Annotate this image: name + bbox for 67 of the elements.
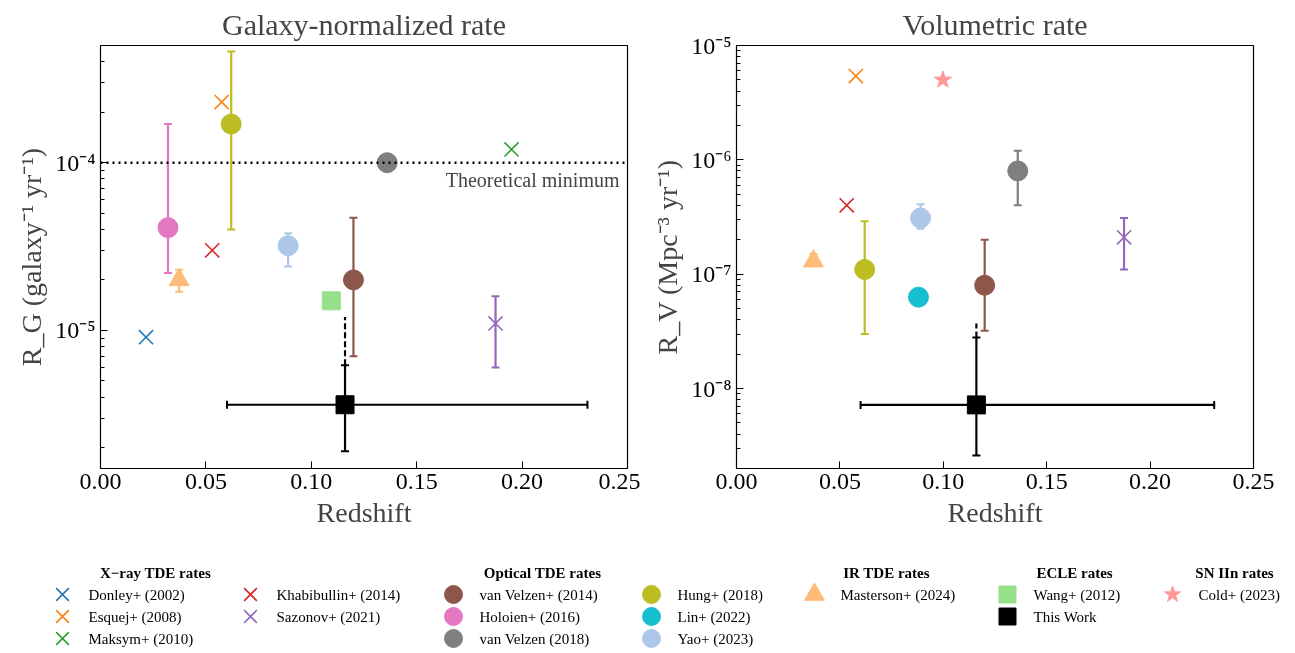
text: X−ray TDE rates xyxy=(99,564,211,581)
y-axis-title: R_G (galaxy⁻¹ yr⁻¹) xyxy=(16,147,48,367)
point xyxy=(487,315,504,332)
legend-label: van Velzen (2018) xyxy=(479,630,590,648)
point xyxy=(907,286,929,308)
point xyxy=(335,395,355,415)
point xyxy=(838,197,855,214)
x-tick-label: 0.00 xyxy=(715,467,758,494)
point xyxy=(157,217,179,239)
x-tick-label: 0.05 xyxy=(184,467,227,494)
legend-label: This Work xyxy=(1033,608,1098,625)
chart-title: Galaxy-normalized rate xyxy=(221,7,507,41)
point xyxy=(854,259,876,280)
legend-label: Yao+ (2023) xyxy=(677,630,754,648)
x-tick-label: 0.20 xyxy=(501,467,544,494)
point xyxy=(974,274,996,296)
x-tick-label: 0.10 xyxy=(290,467,333,494)
point xyxy=(342,269,364,291)
point xyxy=(1007,160,1029,182)
legend-label: Wang+ (2012) xyxy=(1033,586,1121,604)
legend-label: Esquej+ (2008) xyxy=(88,608,182,626)
point xyxy=(966,395,986,415)
point xyxy=(138,329,154,346)
legend-label: Khabibullin+ (2014) xyxy=(276,586,401,604)
x-axis-title: Redshift xyxy=(947,496,1043,528)
y-tick-label: 10⁻⁷ xyxy=(691,261,732,288)
point xyxy=(1116,229,1132,246)
point xyxy=(204,242,221,259)
legend-label: Maksym+ (2010) xyxy=(88,630,194,648)
legend-label: Holoien+ (2016) xyxy=(479,608,581,626)
legend-label: Hung+ (2018) xyxy=(677,586,764,604)
x-tick-label: 0.00 xyxy=(79,467,122,494)
chart-title: Volumetric rate xyxy=(902,7,1088,41)
point xyxy=(910,207,932,229)
y-tick-label: 10⁻⁴ xyxy=(55,149,96,176)
x-tick-label: 0.05 xyxy=(818,467,861,494)
text: IR TDE rates xyxy=(843,564,930,581)
text: Optical TDE rates xyxy=(483,564,602,581)
legend-label: Donley+ (2002) xyxy=(88,586,185,604)
x-tick-label: 0.25 xyxy=(598,467,641,494)
point xyxy=(847,68,864,84)
legend-label: van Velzen+ (2014) xyxy=(479,586,598,604)
y-axis-title: R_V (Mpc⁻³ yr⁻¹) xyxy=(652,160,684,355)
legend-label: Sazonov+ (2021) xyxy=(276,608,381,626)
x-tick-label: 0.20 xyxy=(1129,467,1172,494)
x-tick-label: 0.25 xyxy=(1232,467,1275,494)
y-tick-label: 10⁻⁵ xyxy=(55,317,96,344)
x-tick-label: 0.15 xyxy=(1025,467,1068,494)
point xyxy=(376,152,398,174)
point xyxy=(220,113,242,135)
x-axis-title: Redshift xyxy=(316,496,412,528)
y-tick-label: 10⁻⁸ xyxy=(691,375,732,402)
point xyxy=(213,94,230,110)
x-tick-label: 0.10 xyxy=(922,467,965,494)
text: SN IIn rates xyxy=(1195,564,1274,581)
y-tick-label: 10⁻⁵ xyxy=(691,32,732,59)
point xyxy=(277,235,299,257)
legend-label: Cold+ (2023) xyxy=(1198,586,1280,604)
ref-line-label: Theoretical minimum xyxy=(445,168,620,191)
point xyxy=(321,291,341,311)
point xyxy=(503,141,520,158)
y-tick-label: 10⁻⁶ xyxy=(691,146,732,173)
legend-label: Masterson+ (2024) xyxy=(840,586,956,604)
point xyxy=(933,70,952,88)
legend-label: Lin+ (2022) xyxy=(677,608,751,626)
x-tick-label: 0.15 xyxy=(395,467,438,494)
text: ECLE rates xyxy=(1036,564,1113,581)
